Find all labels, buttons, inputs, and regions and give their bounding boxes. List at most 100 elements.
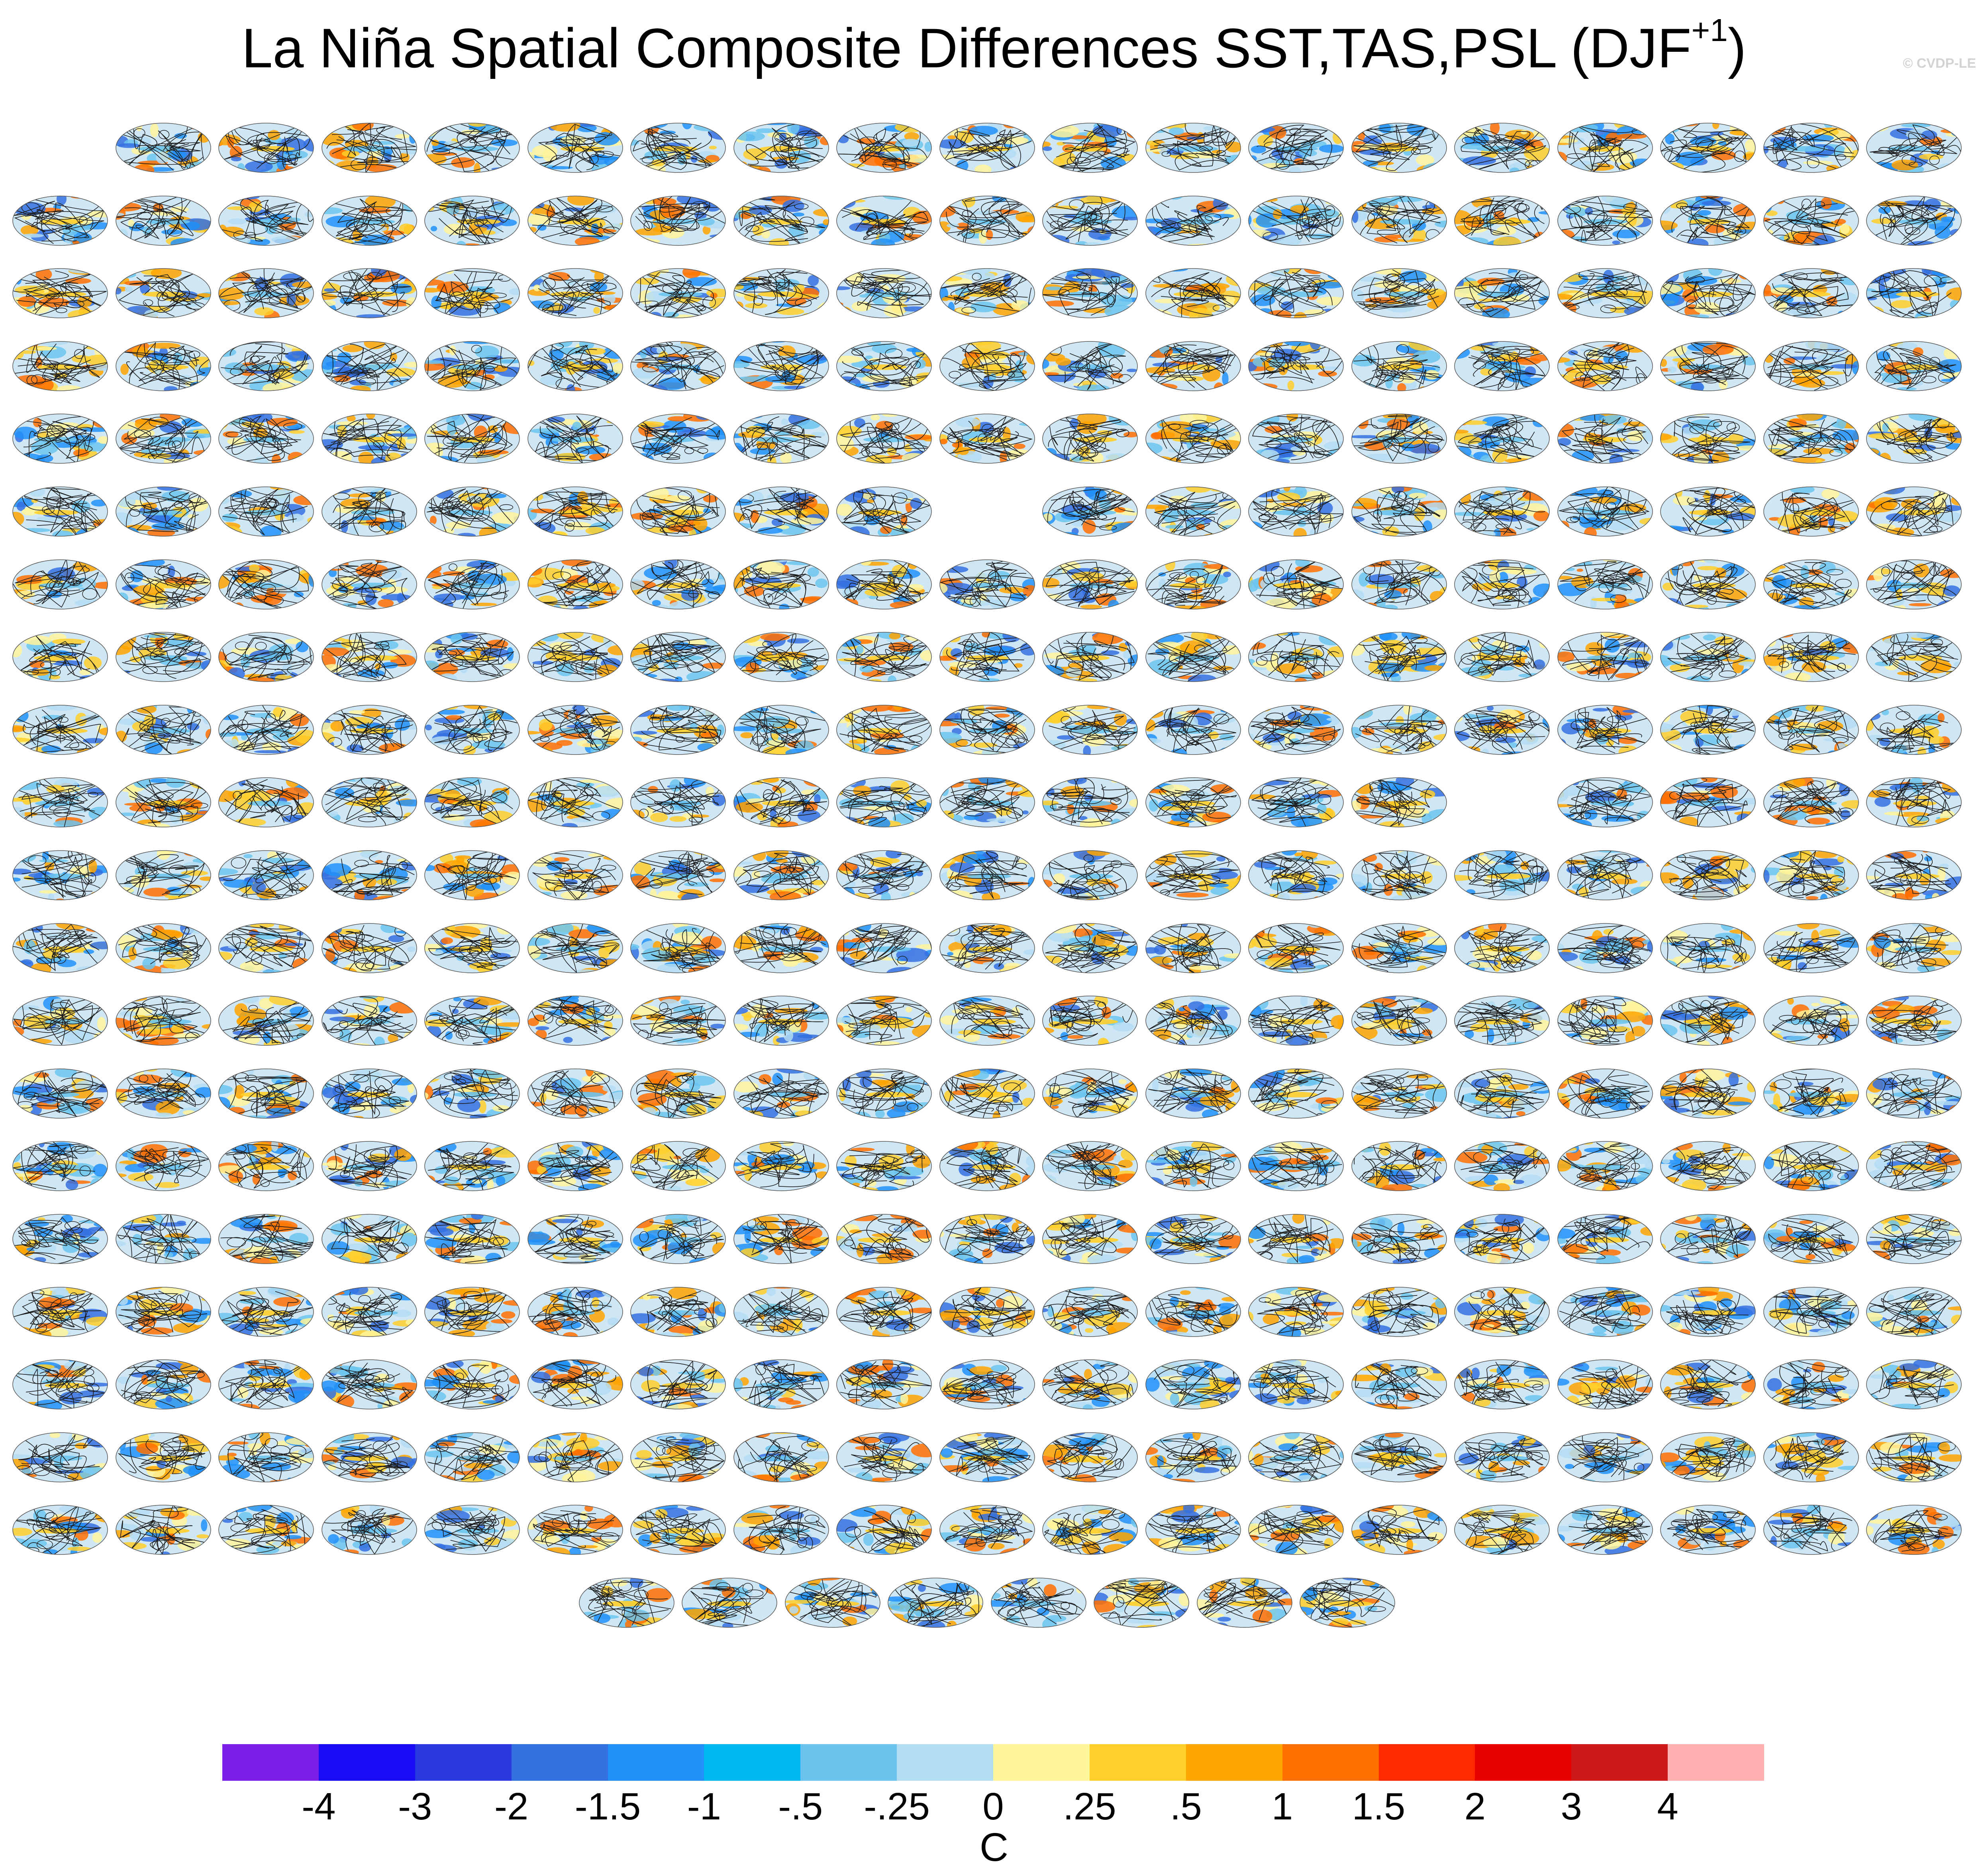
composite-map-panel <box>115 996 211 1046</box>
composite-map-panel <box>1866 777 1962 828</box>
composite-map-panel <box>12 1214 108 1264</box>
composite-map-panel <box>1660 705 1756 755</box>
composite-map-panel <box>424 1286 520 1337</box>
composite-map-panel <box>321 268 417 318</box>
composite-map-panel <box>733 1359 829 1409</box>
composite-map-panel <box>939 1286 1035 1337</box>
composite-map-panel <box>1248 705 1344 755</box>
composite-map-panel <box>579 1578 674 1628</box>
composite-map-panel <box>1094 1578 1189 1628</box>
composite-map-panel <box>321 923 417 973</box>
composite-map-panel <box>424 559 520 610</box>
composite-map-panel <box>1454 1432 1550 1482</box>
composite-map-panel <box>630 486 726 537</box>
composite-map-panel <box>218 1214 314 1264</box>
composite-map-panel <box>527 559 623 610</box>
composite-map-panel <box>1866 705 1962 755</box>
composite-map-panel <box>1866 1286 1962 1337</box>
composite-map-panel <box>1351 1505 1447 1555</box>
composite-map-panel <box>1042 559 1138 610</box>
colorbar-tick-label: -3 <box>398 1785 432 1828</box>
composite-map-panel <box>1145 705 1241 755</box>
composite-map-panel <box>1454 632 1550 682</box>
composite-map-panel <box>1351 850 1447 900</box>
composite-map-panel <box>1351 1068 1447 1119</box>
composite-map-panel <box>527 195 623 246</box>
composite-map-panel <box>1660 923 1756 973</box>
composite-map-panel <box>424 268 520 318</box>
composite-map-panel <box>1042 1141 1138 1192</box>
composite-map-panel <box>115 632 211 682</box>
composite-map-panel <box>1351 1214 1447 1264</box>
title-closing: ) <box>1727 17 1747 79</box>
composite-map-panel <box>1351 559 1447 610</box>
composite-map-panel <box>1660 1068 1756 1119</box>
composite-map-panel <box>1557 705 1653 755</box>
composite-map-panel <box>321 705 417 755</box>
composite-map-panel <box>527 1214 623 1264</box>
composite-map-panel <box>1145 1068 1241 1119</box>
composite-map-panel <box>733 268 829 318</box>
composite-map-panel <box>321 486 417 537</box>
composite-map-panel <box>115 705 211 755</box>
composite-map-panel <box>424 1432 520 1482</box>
composite-map-panel <box>218 1359 314 1409</box>
colorbar-tick-label: -4 <box>302 1785 336 1828</box>
composite-map-panel <box>1763 850 1859 900</box>
composite-map-panel <box>115 414 211 464</box>
composite-map-panel <box>1763 195 1859 246</box>
composite-map-panel <box>1145 268 1241 318</box>
composite-map-panel <box>1145 341 1241 391</box>
composite-map-panel <box>1248 559 1344 610</box>
composite-map-panel <box>12 1359 108 1409</box>
composite-map-panel <box>1042 1432 1138 1482</box>
composite-map-panel <box>1866 414 1962 464</box>
composite-map-panel <box>527 341 623 391</box>
composite-map-panel <box>1660 1432 1756 1482</box>
composite-map-panel <box>1660 1214 1756 1264</box>
colorbar-swatch <box>415 1744 512 1781</box>
composite-map-panel <box>1351 996 1447 1046</box>
composite-map-panel <box>836 1505 932 1555</box>
composite-map-panel <box>218 1286 314 1337</box>
composite-map-panel <box>527 268 623 318</box>
composite-map-panel <box>1866 923 1962 973</box>
composite-map-panel <box>1557 777 1653 828</box>
composite-map-panel <box>321 1141 417 1192</box>
composite-map-panel <box>1042 123 1138 173</box>
composite-map-panel <box>630 195 726 246</box>
composite-map-panel <box>1454 414 1550 464</box>
composite-map-panel <box>218 1505 314 1555</box>
composite-map-panel <box>1763 559 1859 610</box>
composite-map-panel <box>424 850 520 900</box>
composite-map-panel <box>1557 1286 1653 1337</box>
composite-map-panel <box>733 632 829 682</box>
composite-map-panel <box>1351 923 1447 973</box>
composite-map-panel <box>836 1432 932 1482</box>
composite-map-panel <box>115 777 211 828</box>
composite-map-panel <box>836 1214 932 1264</box>
colorbar-tick-label: 2 <box>1464 1785 1486 1828</box>
composite-map-panel <box>1557 1432 1653 1482</box>
composite-map-panel <box>1042 850 1138 900</box>
composite-map-panel <box>1145 559 1241 610</box>
composite-map-panel <box>630 268 726 318</box>
page-title: La Niña Spatial Composite Differences SS… <box>0 12 1988 80</box>
composite-map-panel <box>218 414 314 464</box>
composite-map-panel <box>836 195 932 246</box>
composite-map-panel <box>836 414 932 464</box>
composite-map-panel <box>12 923 108 973</box>
composite-map-panel <box>888 1578 983 1628</box>
composite-map-panel <box>1248 268 1344 318</box>
composite-map-panel <box>1660 850 1756 900</box>
composite-map-panel <box>1763 777 1859 828</box>
composite-map-panel <box>1660 123 1756 173</box>
composite-map-panel <box>218 195 314 246</box>
composite-map-panel <box>1866 195 1962 246</box>
composite-map-panel <box>1248 1286 1344 1337</box>
composite-map-panel <box>218 268 314 318</box>
composite-map-panel <box>1248 777 1344 828</box>
composite-map-panel <box>939 777 1035 828</box>
composite-map-panel <box>1557 195 1653 246</box>
composite-map-panel <box>939 559 1035 610</box>
